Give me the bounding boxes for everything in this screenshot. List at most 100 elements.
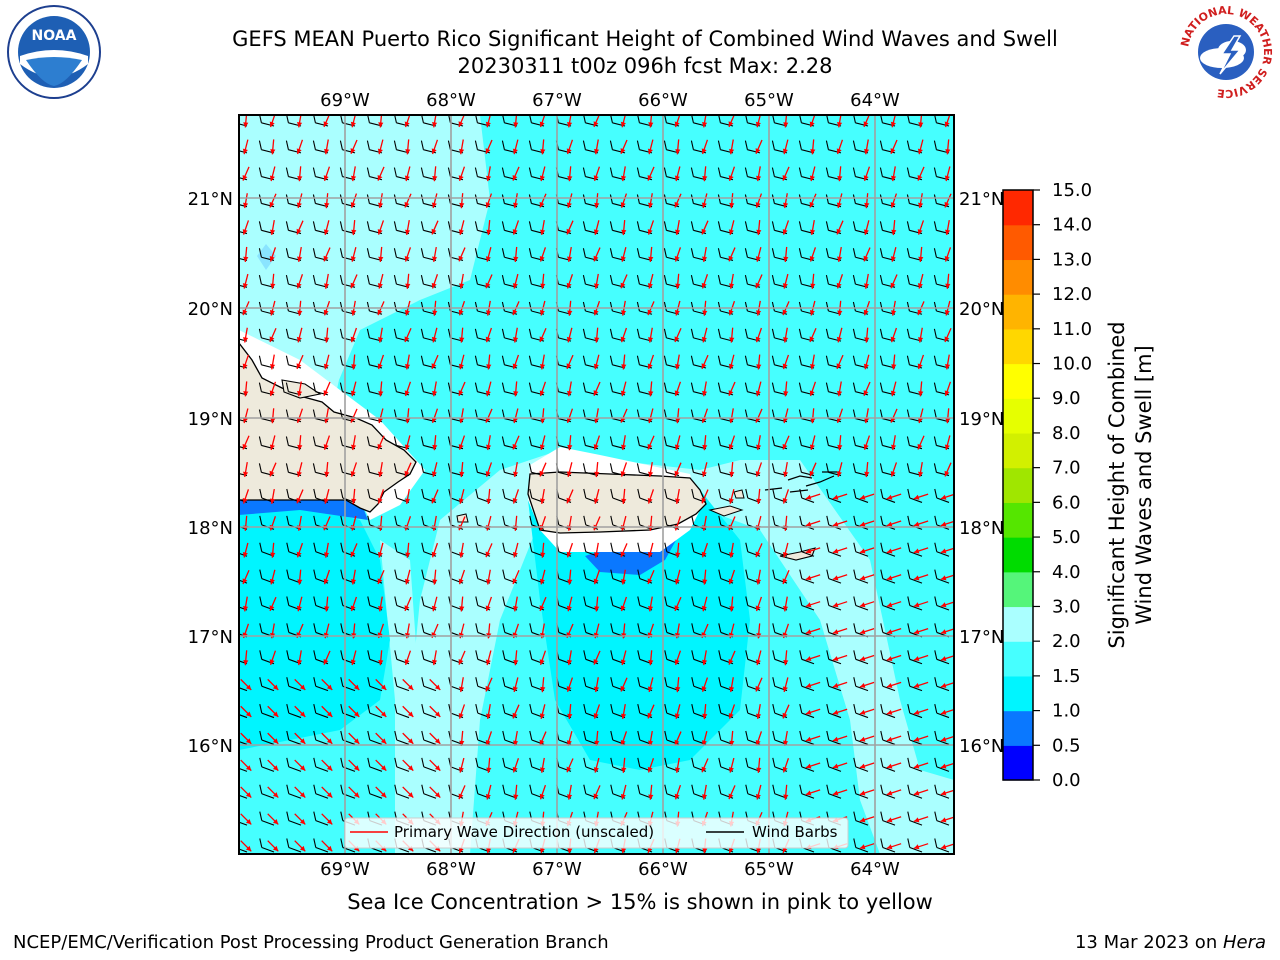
wind-barb-feather [285, 355, 289, 365]
lon-label: 67°W [532, 859, 582, 880]
wave-arrow-head [324, 148, 330, 155]
wave-arrow-head [859, 709, 866, 715]
wave-arrow-head [434, 711, 441, 717]
wave-arrow-head [404, 309, 410, 316]
wind-barb-feather [313, 703, 317, 714]
wave-arrow-head [432, 310, 438, 316]
wave-arrow-head [326, 792, 333, 798]
wind-barb [909, 176, 923, 181]
wind-barb-feather [934, 650, 938, 660]
wind-barb-feather [853, 757, 857, 767]
wind-barb-feather [717, 355, 721, 365]
wave-arrow-head [458, 255, 464, 262]
wind-barb-feather [853, 730, 857, 741]
wind-barb-feather [474, 221, 478, 231]
footer-branch: NCEP/EMC/Verification Post Processing Pr… [13, 932, 609, 953]
wave-arrow-head [593, 363, 599, 370]
wave-arrow-head [434, 765, 441, 771]
wave-arrow-head [594, 337, 600, 343]
wind-barb-feather [664, 757, 668, 767]
wind-barb-feather [475, 596, 479, 606]
wind-barb-feather [744, 328, 748, 339]
wave-arrow-head [242, 283, 248, 289]
wind-barb-feather [340, 703, 344, 714]
wave-arrow-head [431, 471, 437, 477]
wave-arrow-head [567, 794, 573, 800]
wind-barb-feather [745, 569, 749, 579]
wind-barb [315, 820, 329, 826]
nws-logo: NATIONAL WEATHER SERVICE [1176, 2, 1276, 102]
wind-barb-feather [366, 194, 370, 204]
wind-barb-feather [745, 542, 749, 552]
wave-arrow-head [431, 363, 437, 369]
wind-barb-feather [232, 248, 234, 257]
wind-barb-feather [934, 730, 938, 741]
wind-barb-feather [906, 355, 910, 365]
wind-barb-feather [826, 596, 830, 606]
wave-arrow-head [782, 766, 788, 773]
wave-arrow-head [832, 656, 839, 662]
wave-arrow-head [407, 711, 414, 717]
wave-arrow-head [729, 740, 735, 746]
wind-barb-feather [771, 194, 775, 204]
wave-arrow-head [405, 364, 411, 370]
wave-arrow-head [647, 551, 653, 558]
wave-arrow-head [513, 202, 519, 209]
wind-barb [882, 847, 896, 853]
wind-barb [720, 256, 734, 261]
wind-barb-feather [285, 167, 289, 177]
wind-barb-feather [367, 515, 371, 525]
wind-barb-feather [826, 677, 830, 687]
wave-arrow-head [512, 766, 518, 773]
wave-arrow-head [404, 605, 410, 611]
wave-arrow-head [378, 256, 384, 262]
wind-barb-feather [366, 436, 370, 446]
wind-barb-feather [880, 623, 884, 633]
wind-barb-feather [286, 757, 290, 767]
wind-barb-feather [799, 515, 803, 525]
wave-arrow-head [512, 551, 518, 558]
wave-arrow-head [809, 470, 815, 477]
wave-arrow-head [351, 364, 357, 370]
lon-label: 68°W [426, 90, 476, 111]
wave-arrow-head [621, 310, 627, 316]
wind-barb [801, 337, 815, 342]
colorbar-segment [1003, 606, 1033, 642]
wind-barb-feather [582, 328, 586, 339]
wind-barb-feather [447, 436, 451, 446]
wind-barb-feather [340, 542, 344, 552]
wind-barb-feather [233, 758, 235, 767]
wind-barb-feather [880, 515, 884, 525]
wave-arrow-head [593, 713, 599, 719]
wave-arrow-head [324, 552, 330, 558]
wind-barb [882, 418, 896, 423]
wind-barb-feather [474, 248, 478, 258]
wind-barb-feather [771, 382, 775, 392]
wave-arrow-head [674, 390, 680, 396]
wave-arrow-head [512, 175, 518, 181]
wind-barb-feather [690, 463, 694, 473]
wave-arrow-head [729, 337, 735, 343]
wind-barb-feather [529, 650, 533, 660]
wave-arrow-head [859, 790, 866, 796]
wave-arrow-head [351, 444, 357, 451]
lon-label: 66°W [638, 859, 688, 880]
wind-barb-feather [744, 463, 748, 473]
wind-barb [909, 605, 923, 611]
wind-barb [909, 712, 923, 719]
wave-arrow-head [832, 494, 839, 500]
wave-arrow-head [297, 390, 303, 397]
wind-barb-feather [340, 488, 344, 499]
wave-arrow-head [377, 283, 383, 289]
wind-barb [396, 766, 410, 772]
wind-barb-feather [717, 328, 721, 339]
wind-barb-feather [609, 301, 613, 312]
wave-arrow-head [540, 229, 546, 235]
wave-arrow-head [431, 148, 437, 154]
wind-barb-feather [367, 677, 371, 687]
wave-arrow-head [350, 148, 356, 154]
wave-arrow-head [755, 659, 761, 666]
wind-barb-feather [718, 596, 722, 606]
wave-arrow-head [836, 202, 842, 208]
wind-barb [558, 364, 572, 369]
